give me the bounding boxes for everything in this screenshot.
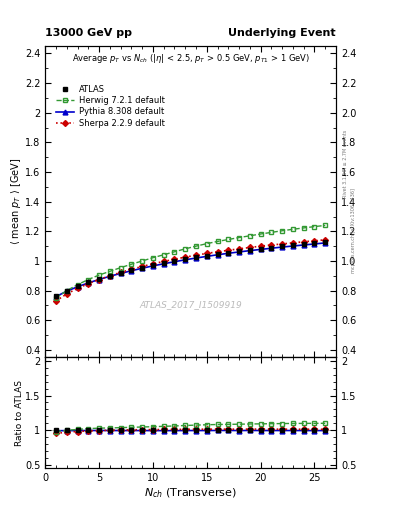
Text: Average $p_T$ vs $N_{ch}$ ($|\eta|$ < 2.5, $p_T$ > 0.5 GeV, $p_{T1}$ > 1 GeV): Average $p_T$ vs $N_{ch}$ ($|\eta|$ < 2.…	[72, 52, 310, 66]
Y-axis label: Ratio to ATLAS: Ratio to ATLAS	[15, 380, 24, 446]
Text: Rivet 3.1.10, ≥ 2.7M events: Rivet 3.1.10, ≥ 2.7M events	[343, 130, 348, 198]
Text: 13000 GeV pp: 13000 GeV pp	[45, 28, 132, 38]
Legend: ATLAS, Herwig 7.2.1 default, Pythia 8.308 default, Sherpa 2.2.9 default: ATLAS, Herwig 7.2.1 default, Pythia 8.30…	[55, 84, 165, 129]
Y-axis label: $\langle$ mean $p_T$ $\rangle$ [GeV]: $\langle$ mean $p_T$ $\rangle$ [GeV]	[9, 158, 24, 245]
Text: ATLAS_2017_I1509919: ATLAS_2017_I1509919	[139, 300, 242, 309]
Text: mcplots.cern.ch [arXiv:1306.3436]: mcplots.cern.ch [arXiv:1306.3436]	[351, 188, 356, 273]
X-axis label: $N_{ch}$ (Transverse): $N_{ch}$ (Transverse)	[144, 486, 237, 500]
Text: Underlying Event: Underlying Event	[228, 28, 336, 38]
